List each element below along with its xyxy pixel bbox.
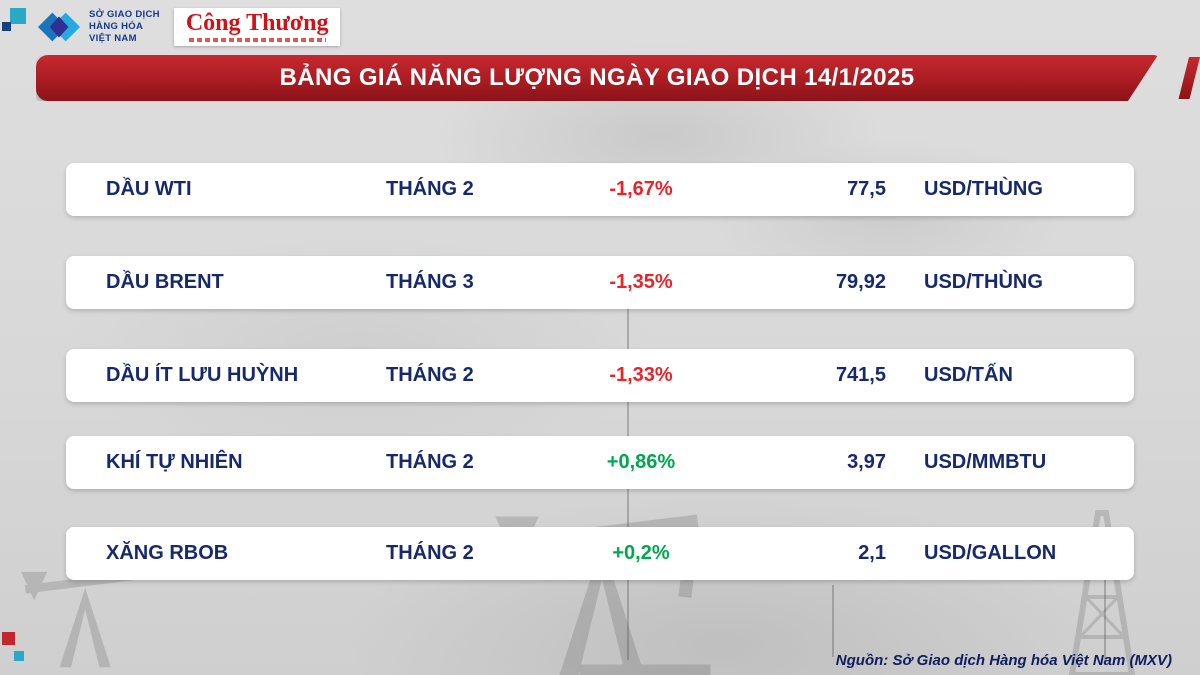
congthuong-logo: Công Thương — [173, 7, 341, 47]
logo-area: SỞ GIAO DỊCH HÀNG HÓA VIỆT NAM Công Thươ… — [36, 6, 341, 48]
commodity-name: KHÍ TỰ NHIÊN — [106, 451, 243, 473]
price-unit: USD/TẤN — [924, 364, 1013, 386]
price-unit: USD/GALLON — [924, 542, 1057, 564]
change-percent: +0,86% — [606, 451, 676, 473]
title-banner: BẢNG GIÁ NĂNG LƯỢNG NGÀY GIAO DỊCH 14/1/… — [36, 55, 1158, 101]
mxv-logo-text: SỞ GIAO DỊCH HÀNG HÓA VIỆT NAM — [89, 9, 160, 45]
corner-square-cyan — [14, 651, 24, 661]
price-unit: USD/MMBTU — [924, 451, 1047, 473]
price-value: 77,5 — [847, 178, 886, 200]
change-percent: -1,33% — [609, 364, 673, 386]
congthuong-tagline-decoration — [188, 38, 326, 43]
mxv-logo-line: VIỆT NAM — [89, 33, 137, 45]
contract-month: THÁNG 2 — [386, 178, 474, 200]
contract-month: THÁNG 3 — [386, 271, 474, 293]
commodity-name: DẦU BRENT — [106, 271, 224, 293]
price-unit: USD/THÙNG — [924, 178, 1043, 200]
contract-month: THÁNG 2 — [386, 451, 474, 473]
commodity-name: DẦU WTI — [106, 178, 192, 200]
congthuong-logo-text: Công Thương — [185, 9, 329, 36]
commodity-name: DẦU ÍT LƯU HUỲNH — [106, 364, 299, 386]
change-percent: -1,35% — [609, 271, 673, 293]
price-value: 3,97 — [847, 451, 886, 473]
table-row: KHÍ TỰ NHIÊN THÁNG 2 +0,86% 3,97 USD/MMB… — [66, 436, 1134, 489]
mxv-logo-line: HÀNG HÓA — [89, 20, 144, 32]
mxv-logo-line: SỞ GIAO DỊCH — [89, 8, 160, 20]
background-line — [1104, 552, 1106, 662]
contract-month: THÁNG 2 — [386, 542, 474, 564]
contract-month: THÁNG 2 — [386, 364, 474, 386]
table-row: DẦU BRENT THÁNG 3 -1,35% 79,92 USD/THÙNG — [66, 256, 1134, 309]
source-note: Nguồn: Sở Giao dịch Hàng hóa Việt Nam (M… — [835, 652, 1172, 669]
change-percent: +0,2% — [612, 542, 670, 564]
change-percent: -1,67% — [609, 178, 673, 200]
price-unit: USD/THÙNG — [924, 271, 1043, 293]
price-value: 79,92 — [835, 271, 886, 293]
price-value: 741,5 — [835, 364, 886, 386]
corner-square-navy — [2, 22, 11, 31]
table-row: DẦU WTI THÁNG 2 -1,67% 77,5 USD/THÙNG — [66, 163, 1134, 216]
corner-square-cyan — [10, 8, 26, 24]
price-value: 2,1 — [858, 542, 886, 564]
background-line — [832, 585, 834, 657]
table-row: XĂNG RBOB THÁNG 2 +0,2% 2,1 USD/GALLON — [66, 527, 1134, 580]
commodity-name: XĂNG RBOB — [106, 542, 229, 564]
corner-square-red — [2, 632, 15, 645]
table-row: DẦU ÍT LƯU HUỲNH THÁNG 2 -1,33% 741,5 US… — [66, 349, 1134, 402]
mxv-diamond-icon — [38, 12, 80, 42]
page-title: BẢNG GIÁ NĂNG LƯỢNG NGÀY GIAO DỊCH 14/1/… — [279, 64, 915, 91]
